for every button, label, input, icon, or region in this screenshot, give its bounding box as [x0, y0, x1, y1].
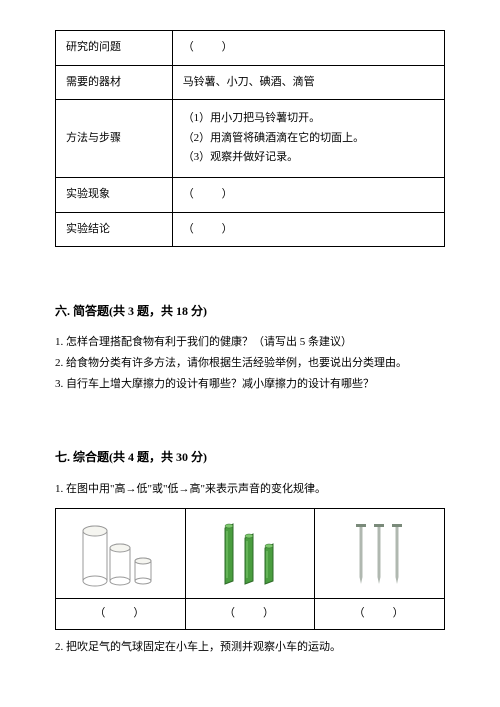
experiment-table: 研究的问题 （ ） 需要的器材 马铃薯、小刀、碘酒、滴管 方法与步骤 （1）用小… — [55, 30, 445, 247]
question: 2. 把吹足气的气球固定在小车上，预测并观察小车的运动。 — [55, 638, 445, 657]
image-cell-cylinders — [56, 509, 186, 599]
image-cell-nails — [315, 509, 445, 599]
row-content: 马铃薯、小刀、碘酒、滴管 — [172, 65, 444, 100]
row-content: （ ） — [172, 177, 444, 212]
row-label: 需要的器材 — [56, 65, 173, 100]
section7-title: 七. 综合题(共 4 题，共 30 分) — [55, 448, 445, 467]
cylinders-icon — [70, 516, 170, 591]
row-content: （ ） — [172, 31, 444, 66]
section6-title: 六. 简答题(共 3 题，共 18 分) — [55, 302, 445, 321]
answer-cell: （ ） — [315, 599, 445, 630]
question: 1. 在图中用"高→低"或"低→高"来表示声音的变化规律。 — [55, 480, 445, 499]
question: 3. 自行车上增大摩擦力的设计有哪些？减小摩擦力的设计有哪些？ — [55, 375, 445, 394]
question: 1. 怎样合理搭配食物有利于我们的健康？（请写出 5 条建议） — [55, 333, 445, 352]
row-content-steps: （1）用小刀把马铃薯切开。 （2）用滴管将碘酒滴在它的切面上。 （3）观察并做好… — [172, 100, 444, 178]
step-line: （1）用小刀把马铃薯切开。 — [183, 110, 434, 128]
question: 2. 给食物分类有许多方法，请你根据生活经验举例，也要说出分类理由。 — [55, 354, 445, 373]
row-label: 研究的问题 — [56, 31, 173, 66]
image-answer-table: （ ） （ ） （ ） — [55, 508, 445, 630]
row-content: （ ） — [172, 212, 444, 247]
row-label: 实验现象 — [56, 177, 173, 212]
row-label: 实验结论 — [56, 212, 173, 247]
row-label: 方法与步骤 — [56, 100, 173, 178]
image-cell-green-tubes — [185, 509, 315, 599]
step-line: （3）观察并做好记录。 — [183, 149, 434, 167]
nails-icon — [330, 516, 430, 591]
answer-cell: （ ） — [56, 599, 186, 630]
green-tubes-icon — [200, 516, 300, 591]
step-line: （2）用滴管将碘酒滴在它的切面上。 — [183, 130, 434, 148]
answer-cell: （ ） — [185, 599, 315, 630]
